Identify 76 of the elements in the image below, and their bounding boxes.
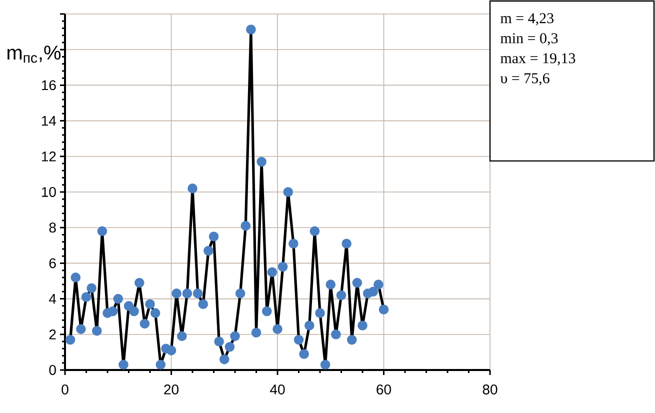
point [124,301,134,311]
point [204,246,214,256]
text: max = 19,13 [500,53,576,66]
point [140,318,150,329]
point [342,238,352,249]
point [176,331,187,342]
point [92,326,102,336]
point [320,360,330,370]
x-tick-label: 80 [482,384,498,394]
point [346,334,357,345]
point [97,226,108,236]
point [208,232,219,242]
point [230,331,240,342]
point [310,226,320,236]
point [336,290,346,300]
point [352,278,362,288]
text: υ = 75,6 [500,73,550,86]
point [86,283,96,294]
point [374,280,384,290]
point [129,306,139,316]
y-tick-label: 14 [42,116,56,126]
point [172,288,182,298]
point [113,294,124,304]
point [182,288,192,298]
text: m = 4,23 [500,13,554,26]
x-tick-label: 40 [270,384,285,394]
point [150,308,160,318]
x-tick-label: 0 [62,384,68,394]
point [198,299,208,310]
x-tick-label: 60 [376,384,391,394]
point [262,306,272,316]
point [81,292,92,302]
point [256,156,266,167]
point [224,342,235,352]
point [315,308,325,318]
point [166,346,176,356]
point [70,272,81,282]
point [108,306,118,316]
point [358,320,368,330]
y-tick-label: 16 [42,80,56,90]
point [214,336,224,346]
y-tick-label: 12 [42,152,56,162]
point [267,267,278,277]
y-tick-label: 0 [49,365,56,375]
point [65,334,76,345]
point [288,238,298,249]
point [283,187,294,197]
point [145,299,155,310]
y-tick-label: 6 [49,258,56,268]
point [76,324,86,334]
point [272,324,282,334]
point [188,184,198,194]
y-tick-label: 4 [49,294,56,304]
point [219,354,230,364]
point [278,262,288,272]
x-tick-label: 20 [164,384,178,394]
text: min = 0,3 [500,33,558,46]
point [299,349,309,359]
point [368,286,378,297]
point [304,320,314,330]
point [240,220,251,231]
point [192,288,203,298]
point [118,360,128,370]
y-tick-label: 2 [49,330,56,340]
point [378,304,389,314]
y-axis-title: m$_{пс}$,% [8,46,61,63]
y-tick-label: 8 [49,222,56,233]
point [246,24,256,34]
point [134,278,144,288]
point [235,288,246,298]
y-tick-label: 10 [42,187,56,197]
point [326,280,336,290]
point [251,328,262,338]
point [156,360,166,370]
point [331,330,341,340]
point [294,334,304,345]
